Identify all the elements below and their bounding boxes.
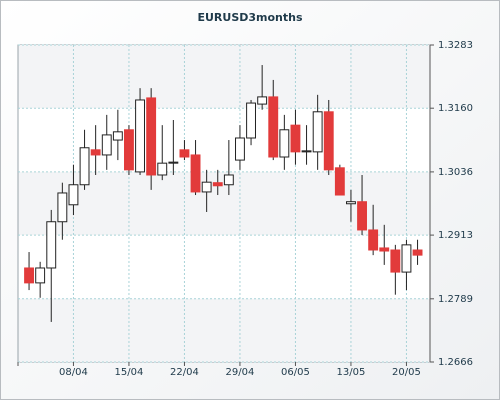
y-tick-label: 1.2666	[438, 357, 473, 368]
x-tick-label: 29/04	[226, 367, 255, 378]
candle-body	[57, 192, 68, 223]
candle-body	[279, 129, 290, 158]
candle-body	[223, 174, 234, 186]
candle-body	[135, 99, 145, 173]
y-tick-label: 1.3283	[438, 40, 473, 51]
candle-body	[368, 229, 379, 251]
candle-body	[124, 129, 134, 171]
x-tick-label: 13/05	[337, 367, 366, 378]
candle-body	[323, 111, 334, 171]
chart-title: EURUSD3months	[197, 11, 302, 24]
candle-body	[168, 161, 179, 164]
x-tick-label: 06/05	[281, 367, 310, 378]
candle-body	[379, 247, 390, 252]
candle-body	[146, 97, 157, 176]
y-tick-label: 1.3160	[438, 103, 473, 114]
candle-body	[35, 267, 46, 284]
candle-body	[334, 167, 345, 196]
candle-body	[46, 221, 57, 269]
x-tick-label: 08/04	[59, 367, 88, 378]
candle-body	[79, 147, 90, 186]
y-tick-label: 1.2913	[438, 230, 473, 241]
candle-body	[312, 111, 323, 153]
x-tick-label: 15/04	[115, 367, 144, 378]
y-tick-label: 1.2789	[438, 294, 473, 305]
y-tick-label: 1.3036	[438, 167, 473, 178]
candle-body	[268, 96, 279, 158]
candle-body	[157, 162, 168, 176]
candle-body	[24, 267, 34, 284]
candle-body	[90, 149, 101, 156]
candle-body	[179, 149, 190, 158]
candle-body	[301, 150, 312, 153]
candle-body	[357, 201, 367, 231]
candle-body	[190, 154, 201, 193]
x-tick-label: 20/05	[392, 367, 421, 378]
candle-body	[401, 244, 412, 273]
candle-body	[290, 124, 301, 153]
candle-body	[235, 137, 245, 161]
candle-body	[346, 201, 356, 205]
candle-body	[390, 249, 401, 273]
grid-band	[18, 298, 430, 362]
candle-body	[101, 134, 112, 156]
x-tick-label: 22/04	[170, 367, 199, 378]
grid-band	[18, 45, 430, 109]
plot-layer: 1.2666 1.2789 1.2913 1.3036 1.3160 1.3283 08/0…	[17, 40, 473, 378]
candle-body	[412, 249, 423, 256]
candle-body	[68, 184, 79, 206]
candle-body	[212, 182, 223, 187]
candle-body	[246, 102, 256, 139]
candle-body	[257, 96, 268, 105]
candle-body	[112, 131, 123, 141]
candle-body	[201, 181, 212, 193]
